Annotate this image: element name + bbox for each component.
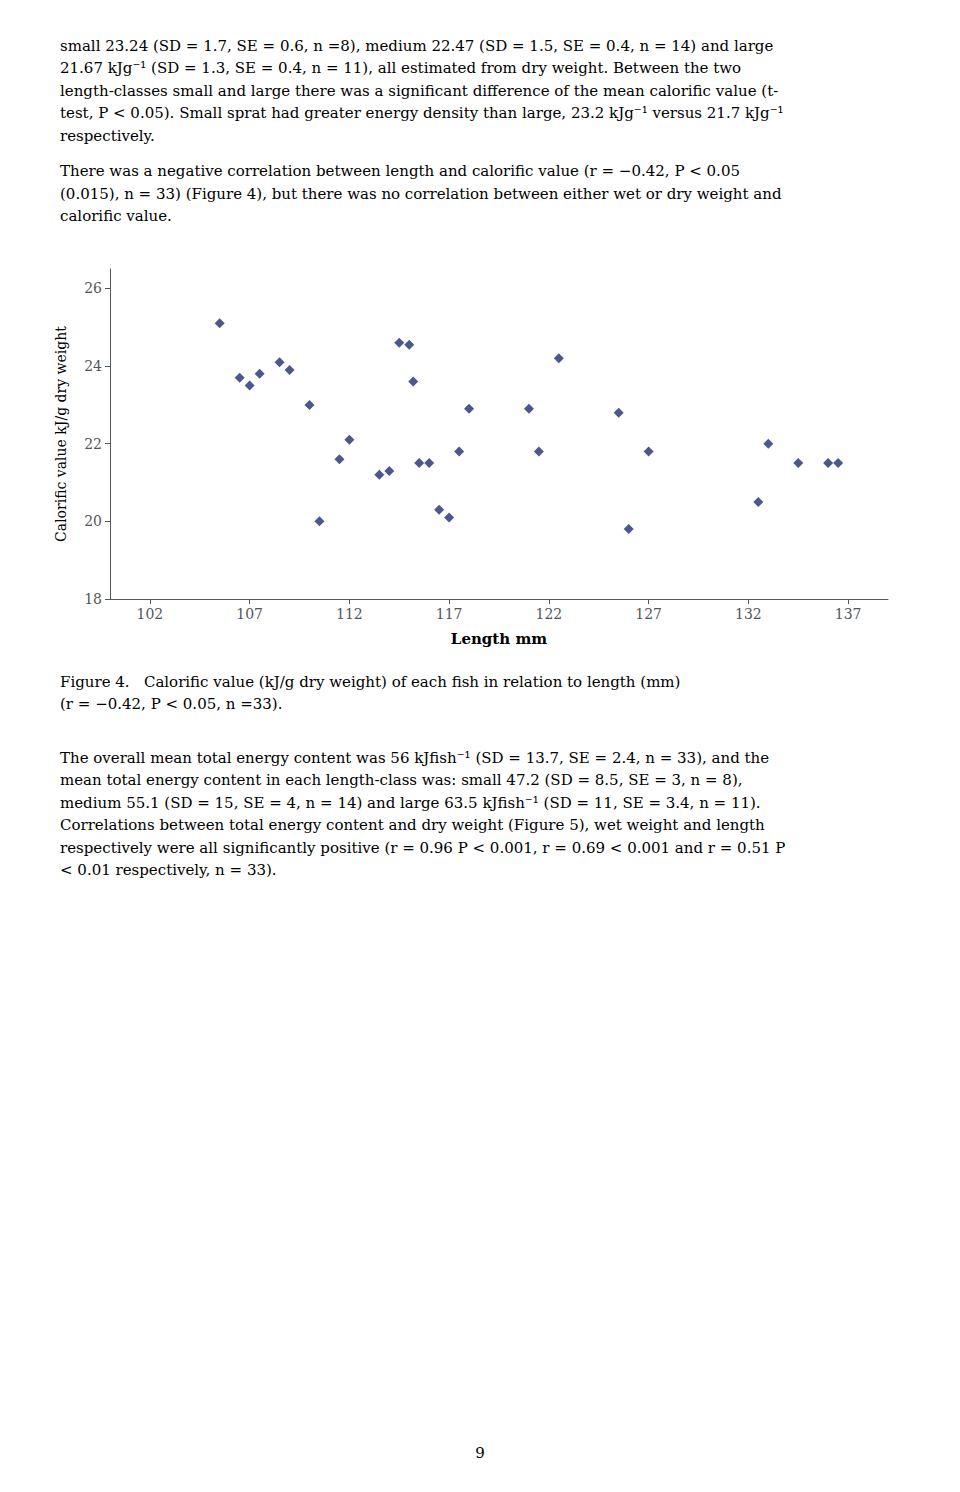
svg-text:9: 9 [475, 1444, 485, 1462]
svg-text:107: 107 [236, 606, 263, 622]
svg-text:132: 132 [735, 606, 762, 622]
svg-text:calorific value.: calorific value. [60, 207, 172, 225]
svg-text:There was a negative correlati: There was a negative correlation between… [60, 162, 740, 180]
svg-text:137: 137 [835, 606, 862, 622]
svg-text:102: 102 [137, 606, 164, 622]
svg-text:112: 112 [336, 606, 363, 622]
svg-text:respectively were all signific: respectively were all significantly posi… [60, 839, 785, 857]
svg-text:medium 55.1 (SD = 15, SE = 4,: medium 55.1 (SD = 15, SE = 4, n = 14) an… [60, 794, 761, 812]
svg-text:127: 127 [635, 606, 662, 622]
svg-text:length-classes small and large: length-classes small and large there was… [60, 82, 778, 100]
svg-text:(r = −0.42, P < 0.05, n =33).: (r = −0.42, P < 0.05, n =33). [60, 695, 282, 713]
svg-text:18: 18 [84, 591, 102, 607]
svg-text:(0.015), n = 33) (Figure 4), b: (0.015), n = 33) (Figure 4), but there w… [60, 185, 782, 203]
svg-text:20: 20 [84, 513, 102, 529]
svg-text:21.67 kJg⁻¹ (SD = 1.3, SE = 0.: 21.67 kJg⁻¹ (SD = 1.3, SE = 0.4, n = 11)… [60, 59, 741, 77]
svg-text:Figure 4. Calorific value (k: Figure 4. Calorific value (kJ/g dry weig… [60, 673, 680, 691]
svg-text:respectively.: respectively. [60, 127, 155, 145]
svg-text:mean total energy content in e: mean total energy content in each length… [60, 771, 743, 789]
svg-text:22: 22 [84, 436, 102, 452]
svg-text:small 23.24 (SD = 1.7, SE = 0.: small 23.24 (SD = 1.7, SE = 0.6, n =8), … [60, 37, 773, 55]
svg-text:Calorific value kJ/g dry weigh: Calorific value kJ/g dry weight [53, 326, 69, 542]
svg-text:< 0.01 respectively, n = 33).: < 0.01 respectively, n = 33). [60, 861, 277, 879]
svg-text:test, P < 0.05). Small sprat h: test, P < 0.05). Small sprat had greater… [60, 104, 784, 122]
svg-text:24: 24 [84, 358, 102, 374]
svg-text:Length mm: Length mm [451, 630, 547, 648]
svg-text:122: 122 [536, 606, 563, 622]
svg-text:117: 117 [436, 606, 463, 622]
svg-text:Correlations between total ene: Correlations between total energy conten… [60, 816, 765, 834]
svg-text:26: 26 [84, 280, 102, 296]
svg-text:The overall mean total energy: The overall mean total energy content wa… [60, 749, 769, 767]
